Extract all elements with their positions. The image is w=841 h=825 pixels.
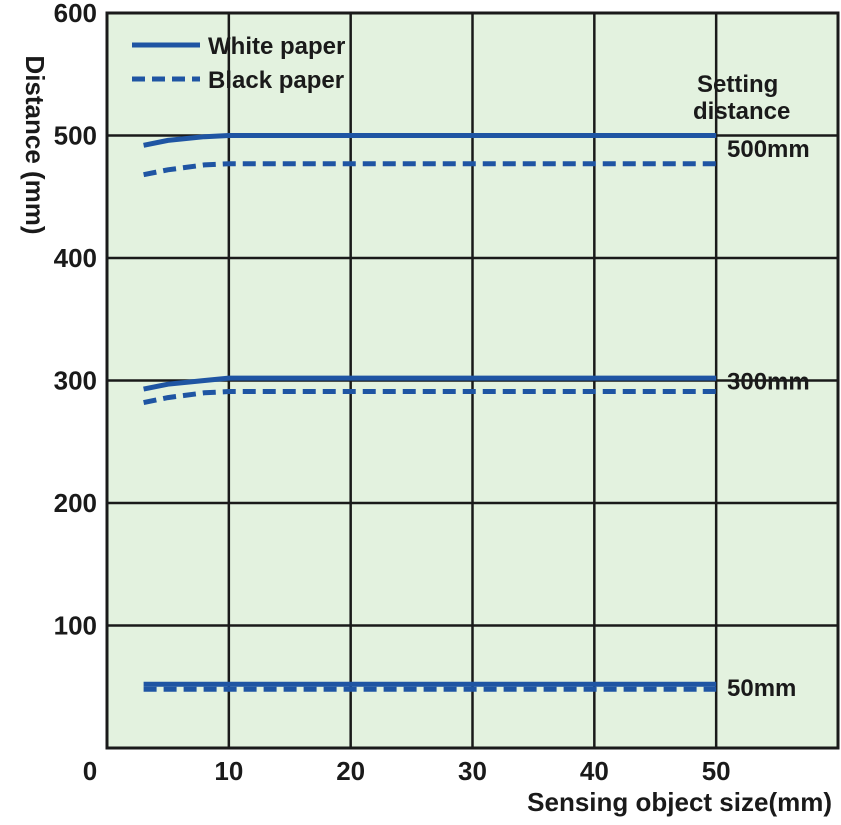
series-black-paper-500mm [143,161,717,178]
legend-label-white-paper: White paper [208,33,345,60]
y-axis-title: Distance (mm) [20,55,50,234]
y-tick-600: 600 [54,0,97,28]
setting-distance-annotations: Setting distance 500mm 300mm 50mm [693,71,810,702]
x-tick-40: 40 [580,756,609,786]
x-tick-20: 20 [336,756,365,786]
legend-label-black-paper: Black paper [208,67,344,94]
x-tick-50: 50 [702,756,731,786]
series-black-paper-300mm [143,389,717,406]
y-tick-labels: 100 200 300 400 500 600 [54,0,97,641]
x-tick-labels: 0 10 20 30 40 50 [83,756,731,786]
legend: White paper Black paper [132,33,345,94]
setting-label-50mm: 50mm [727,675,796,702]
y-tick-300: 300 [54,366,97,396]
series-white-paper-500mm [143,133,717,148]
plot-frame [105,11,840,750]
x-tick-30: 30 [458,756,487,786]
setting-header-line2: distance [693,98,790,125]
setting-label-500mm: 500mm [727,136,810,163]
x-axis-title: Sensing object size(mm) [527,787,832,817]
setting-header-line1: Setting [697,71,778,98]
series-white-paper-300mm [143,375,717,392]
x-tick-0: 0 [83,756,97,786]
y-tick-200: 200 [54,488,97,518]
y-tick-400: 400 [54,243,97,273]
setting-label-300mm: 300mm [727,369,810,396]
x-tick-10: 10 [214,756,243,786]
y-tick-500: 500 [54,121,97,151]
y-tick-100: 100 [54,611,97,641]
series-layer [143,133,717,692]
